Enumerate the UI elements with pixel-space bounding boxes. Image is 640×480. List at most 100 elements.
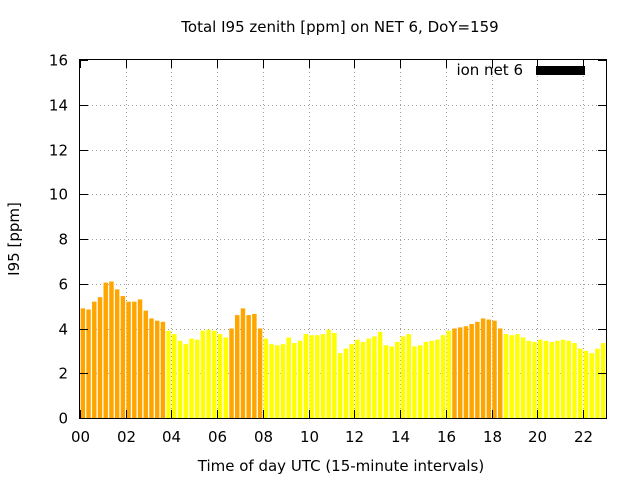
bar: [120, 296, 126, 418]
bar: [377, 331, 383, 418]
bar: [132, 301, 137, 418]
bar: [572, 343, 577, 418]
bar: [252, 313, 257, 418]
bar: [337, 353, 343, 418]
bar: [475, 321, 480, 418]
bar: [223, 337, 229, 418]
y-tick-label: 16: [49, 52, 68, 70]
bar: [400, 336, 406, 418]
x-tick-label: 02: [117, 428, 136, 446]
bar: [257, 328, 263, 418]
bar: [412, 346, 417, 418]
bar: [309, 335, 314, 418]
bar: [486, 319, 492, 418]
y-tick-label: 12: [49, 142, 68, 160]
bar: [109, 281, 114, 418]
x-tick-label: 10: [300, 428, 319, 446]
x-tick-label: 18: [483, 428, 502, 446]
bar: [578, 348, 583, 418]
x-tick-label: 14: [391, 428, 410, 446]
bar: [292, 343, 297, 418]
bar: [137, 299, 143, 418]
plot-border: [79, 59, 607, 419]
x-tick-labels: 00 02 04 06 08 10 12 14 16 18 20 22: [71, 428, 593, 446]
y-axis-label: I95 [ppm]: [5, 202, 23, 276]
bar: [463, 326, 469, 418]
bar: [595, 348, 600, 418]
bar: [183, 344, 188, 418]
bar: [332, 332, 337, 418]
bar: [452, 328, 457, 418]
bar: [589, 353, 594, 418]
bar: [417, 345, 423, 418]
bar: [286, 337, 291, 418]
y-tick-label: 10: [49, 186, 68, 204]
bar: [275, 345, 280, 418]
y-tick-label: 2: [58, 365, 68, 383]
chart-title: Total I95 zenith [ppm] on NET 6, DoY=159: [180, 18, 498, 36]
bar: [172, 334, 177, 418]
bar: [240, 308, 246, 418]
bar: [315, 335, 320, 418]
x-tick-label: 16: [437, 428, 456, 446]
bar: [97, 297, 103, 418]
y-tick-label: 6: [58, 276, 68, 294]
legend-swatch: [536, 66, 585, 75]
bar: [103, 282, 108, 418]
bar: [320, 334, 326, 418]
bars: [80, 281, 606, 419]
bar: [469, 324, 474, 418]
y-tick-label: 0: [58, 410, 68, 428]
axis-ticks: [80, 60, 606, 419]
bar: [600, 343, 606, 418]
bar: [395, 341, 400, 418]
bar: [360, 341, 366, 418]
bar: [435, 339, 440, 418]
bar: [423, 341, 429, 418]
bar: [555, 340, 560, 418]
bar: [492, 320, 497, 418]
bar: [143, 310, 148, 418]
bar: [86, 309, 91, 418]
bar: [560, 339, 566, 418]
bar: [480, 318, 486, 418]
bar: [389, 346, 394, 418]
bar: [383, 345, 389, 418]
legend-label: ion net 6: [456, 61, 523, 79]
bar: [246, 315, 251, 418]
y-tick-label: 14: [49, 97, 68, 115]
x-tick-label: 22: [574, 428, 593, 446]
bar: [177, 340, 183, 418]
x-tick-label: 04: [162, 428, 181, 446]
bar: [503, 334, 509, 418]
bar: [194, 339, 200, 418]
y-tick-labels: 0 2 4 6 8 10 12 14 16: [49, 52, 68, 428]
bar: [326, 329, 331, 418]
bar: [520, 337, 526, 418]
bar: [532, 341, 537, 418]
bar: [515, 334, 520, 418]
bar: [372, 336, 377, 418]
x-axis-label: Time of day UTC (15-minute intervals): [197, 457, 484, 475]
bar: [366, 338, 371, 418]
bar: [280, 344, 286, 418]
x-tick-label: 06: [208, 428, 227, 446]
bar: [92, 301, 97, 418]
x-tick-label: 20: [528, 428, 547, 446]
bar: [235, 315, 240, 418]
bar: [583, 350, 589, 419]
bar: [509, 335, 514, 418]
bar: [566, 340, 572, 418]
bar: [526, 340, 532, 418]
bar: [498, 328, 503, 418]
x-tick-label: 12: [345, 428, 364, 446]
bar: [160, 321, 166, 418]
bar: [229, 328, 234, 418]
bar: [200, 330, 206, 418]
bar: [166, 330, 171, 418]
x-tick-label: 08: [254, 428, 273, 446]
bar: [538, 339, 543, 418]
bar: [297, 340, 303, 418]
bar: [349, 344, 354, 418]
